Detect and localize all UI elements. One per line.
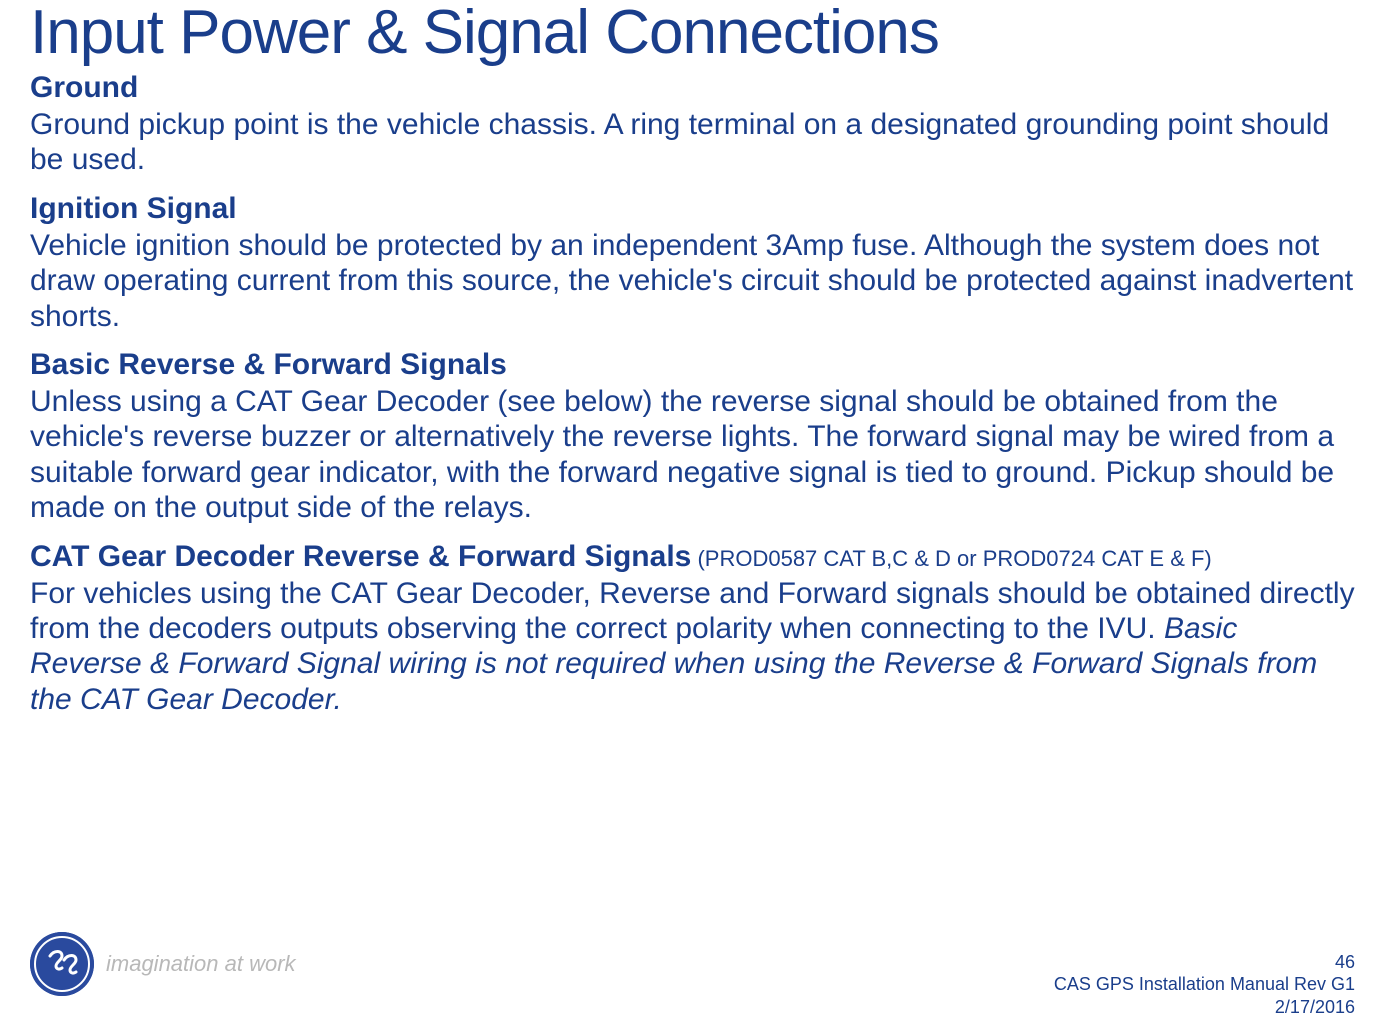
section-heading-ignition: Ignition Signal: [30, 192, 1355, 226]
section-heading-cat-gear-decoder: CAT Gear Decoder Reverse & Forward Signa…: [30, 540, 1355, 574]
section-body-ground: Ground pickup point is the vehicle chass…: [30, 107, 1355, 178]
manual-name: CAS GPS Installation Manual Rev G1: [1054, 973, 1355, 996]
section-body-cat-gear-decoder: For vehicles using the CAT Gear Decoder,…: [30, 576, 1355, 718]
manual-date: 2/17/2016: [1054, 996, 1355, 1019]
section-body-cat-plain: For vehicles using the CAT Gear Decoder,…: [30, 577, 1355, 645]
section-heading-basic-reverse-forward: Basic Reverse & Forward Signals: [30, 348, 1355, 382]
section-heading-cat-main: CAT Gear Decoder Reverse & Forward Signa…: [30, 540, 691, 573]
tagline: imagination at work: [106, 951, 296, 977]
section-body-basic-reverse-forward: Unless using a CAT Gear Decoder (see bel…: [30, 384, 1355, 526]
footer-right: 46 CAS GPS Installation Manual Rev G1 2/…: [1054, 951, 1355, 1019]
section-body-ignition: Vehicle ignition should be protected by …: [30, 228, 1355, 334]
footer: imagination at work 46 CAS GPS Installat…: [30, 932, 1355, 1022]
page-number: 46: [1054, 951, 1355, 974]
page-title: Input Power & Signal Connections: [30, 0, 1355, 65]
section-heading-ground: Ground: [30, 71, 1355, 105]
ge-logo-icon: [30, 932, 94, 996]
section-heading-cat-paren: (PROD0587 CAT B,C & D or PROD0724 CAT E …: [691, 546, 1211, 571]
